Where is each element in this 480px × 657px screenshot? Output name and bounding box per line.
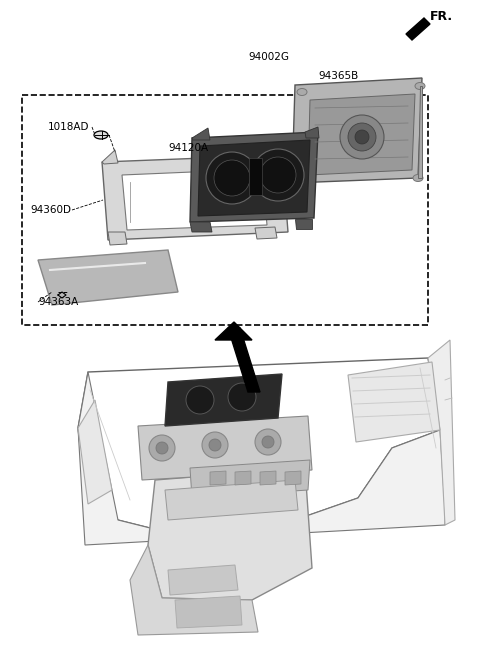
Polygon shape	[148, 468, 312, 600]
Polygon shape	[122, 169, 267, 230]
Ellipse shape	[415, 83, 425, 89]
Polygon shape	[210, 471, 226, 485]
Circle shape	[186, 386, 214, 414]
Circle shape	[149, 435, 175, 461]
Ellipse shape	[94, 131, 108, 139]
Circle shape	[156, 442, 168, 454]
Circle shape	[209, 439, 221, 451]
Polygon shape	[235, 471, 251, 485]
Polygon shape	[295, 219, 312, 229]
Circle shape	[206, 152, 258, 204]
Text: FR.: FR.	[430, 9, 453, 22]
Polygon shape	[190, 460, 310, 498]
Polygon shape	[255, 227, 277, 239]
Polygon shape	[305, 127, 319, 138]
Polygon shape	[78, 372, 445, 545]
Ellipse shape	[413, 175, 423, 181]
Text: 1018AD: 1018AD	[48, 122, 89, 132]
Text: 94002G: 94002G	[248, 52, 289, 62]
Polygon shape	[102, 155, 288, 240]
Polygon shape	[308, 94, 415, 175]
Circle shape	[260, 157, 296, 193]
Circle shape	[214, 160, 250, 196]
Polygon shape	[130, 545, 258, 635]
Circle shape	[262, 436, 274, 448]
Polygon shape	[190, 132, 318, 222]
Circle shape	[202, 432, 228, 458]
Polygon shape	[192, 128, 210, 140]
Polygon shape	[78, 358, 440, 540]
Polygon shape	[190, 222, 212, 232]
Polygon shape	[228, 328, 260, 392]
Circle shape	[340, 115, 384, 159]
Polygon shape	[78, 400, 112, 504]
Circle shape	[228, 383, 256, 411]
Polygon shape	[198, 140, 310, 216]
Polygon shape	[102, 150, 118, 164]
Polygon shape	[215, 322, 252, 340]
Polygon shape	[292, 175, 308, 183]
Circle shape	[355, 130, 369, 144]
Text: 94360D: 94360D	[30, 205, 71, 215]
Polygon shape	[168, 565, 238, 595]
Ellipse shape	[295, 179, 305, 185]
Text: 94120A: 94120A	[168, 143, 208, 153]
Polygon shape	[418, 86, 422, 178]
Polygon shape	[108, 232, 127, 245]
Polygon shape	[38, 250, 178, 305]
Polygon shape	[175, 596, 242, 628]
Ellipse shape	[297, 89, 307, 95]
Polygon shape	[292, 78, 422, 183]
Polygon shape	[260, 471, 276, 485]
Polygon shape	[165, 374, 282, 426]
Polygon shape	[22, 95, 428, 325]
Polygon shape	[249, 158, 262, 195]
Circle shape	[252, 149, 304, 201]
Text: 94365B: 94365B	[318, 71, 358, 81]
Circle shape	[348, 123, 376, 151]
Polygon shape	[406, 18, 430, 40]
Polygon shape	[138, 416, 312, 480]
Text: 94363A: 94363A	[38, 297, 78, 307]
Polygon shape	[428, 340, 455, 525]
Circle shape	[255, 429, 281, 455]
Polygon shape	[165, 480, 298, 520]
Polygon shape	[275, 154, 290, 166]
Polygon shape	[348, 362, 440, 442]
Polygon shape	[285, 471, 301, 485]
